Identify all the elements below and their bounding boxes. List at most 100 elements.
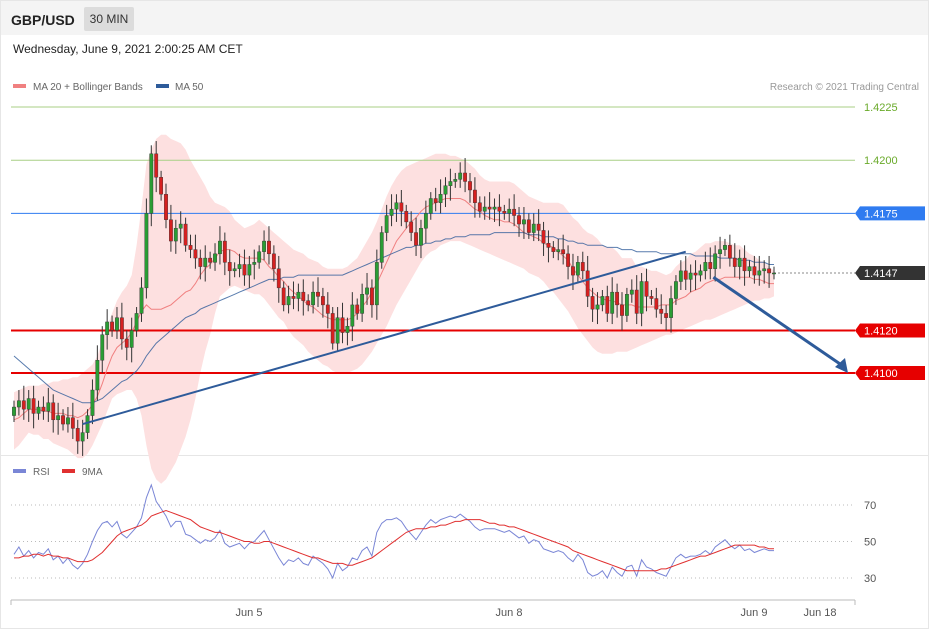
candle-body	[674, 281, 678, 299]
bollinger-band-fill	[14, 134, 774, 484]
candle-body	[301, 291, 306, 301]
candle-body	[257, 251, 262, 263]
credit-label: Research © 2021 Trading Central	[770, 82, 919, 93]
rsi-line	[13, 483, 774, 580]
candle-body	[370, 287, 374, 306]
candle-body	[100, 334, 105, 361]
candle-body	[703, 262, 708, 272]
candle-body	[134, 313, 139, 331]
time-axis-label: Jun 18	[803, 607, 836, 619]
candle-body	[473, 189, 477, 203]
candle-body	[566, 253, 570, 267]
candle-body	[115, 317, 119, 331]
candle-body	[12, 406, 16, 416]
candle-body	[713, 253, 718, 269]
candle-body	[517, 215, 521, 225]
candle-body	[448, 181, 453, 186]
candle-body	[678, 270, 683, 282]
candle-body	[468, 181, 472, 191]
time-axis-label: Jun 9	[741, 607, 768, 619]
candle-body	[428, 198, 433, 214]
candle-body	[487, 206, 492, 210]
candle-body	[95, 360, 100, 391]
candle-body	[639, 281, 644, 314]
candle-body	[110, 321, 114, 331]
candle-body	[379, 232, 384, 263]
candle-body	[659, 308, 664, 314]
candle-body	[433, 198, 438, 203]
ma50-legend-swatch	[156, 84, 169, 88]
candle-body	[718, 249, 722, 255]
candle-body	[526, 219, 531, 233]
candle-body	[737, 257, 742, 267]
candle-body	[629, 289, 634, 295]
candle-body	[222, 240, 227, 263]
candle-body	[36, 406, 41, 414]
forecast-arrow-shaft	[712, 276, 844, 368]
candle-body	[757, 270, 762, 276]
timestamp: Wednesday, June 9, 2021 2:00:25 AM CET	[13, 42, 243, 56]
candle-body	[124, 338, 129, 348]
candle-body	[247, 264, 252, 276]
candle-body	[625, 294, 629, 316]
candle-body	[556, 249, 561, 252]
candle-body	[404, 211, 409, 223]
candle-body	[252, 262, 257, 265]
candle-body	[399, 202, 404, 212]
candle-body	[31, 398, 36, 414]
candle-body	[767, 268, 771, 274]
candle-body	[522, 219, 526, 225]
candle-body	[188, 245, 193, 250]
target-level-label: 1.4225	[864, 102, 898, 114]
rsi-ma-legend-swatch	[62, 469, 75, 473]
symbol-label: GBP/USD	[11, 12, 75, 28]
header-bar: GBP/USD 30 MIN	[1, 1, 928, 35]
candle-body	[218, 240, 222, 255]
candle-body	[75, 428, 80, 442]
candle-body	[271, 253, 276, 269]
candle-body	[169, 219, 173, 242]
candle-body	[458, 172, 463, 180]
candle-body	[360, 294, 365, 314]
rsi-ma-line	[14, 509, 774, 572]
rsi-tick-label: 70	[864, 500, 876, 512]
candle-body	[531, 223, 536, 233]
candle-body	[747, 266, 752, 272]
candle-body	[350, 304, 355, 327]
target-level-label: 1.4200	[864, 155, 898, 167]
candle-body	[551, 247, 556, 252]
ma20-legend-swatch	[13, 84, 26, 88]
candle-body	[762, 268, 767, 272]
candle-body	[512, 208, 517, 216]
candle-body	[590, 296, 595, 310]
candle-body	[291, 296, 296, 299]
time-axis-label: Jun 5	[236, 607, 263, 619]
candle-body	[654, 298, 659, 310]
support-level-label: 1.4100	[864, 368, 898, 380]
candle-body	[649, 296, 654, 299]
candle-body	[61, 415, 65, 425]
candle-body	[477, 202, 482, 212]
candle-body	[732, 257, 737, 267]
candle-body	[419, 228, 423, 246]
interval-button[interactable]: 30 MIN	[84, 7, 134, 31]
rsi-panel: 30 50 70	[11, 483, 876, 585]
candle-body	[615, 291, 619, 306]
current-level-tag	[855, 265, 925, 280]
candle-body	[620, 304, 624, 316]
candle-body	[193, 249, 198, 259]
rsi-legend-label: RSI	[33, 467, 50, 478]
candle-body	[183, 223, 188, 246]
candle-body	[742, 257, 747, 272]
price-panel: 1.4225 1.4200 1.4175 1.4147 1.4120 1.4100	[11, 102, 925, 484]
candle-body	[595, 304, 600, 310]
candle-body	[752, 266, 757, 276]
candle-body	[571, 266, 575, 276]
candle-body	[267, 240, 271, 255]
candle-body	[21, 400, 26, 410]
candle-body	[693, 272, 698, 276]
candle-body	[154, 153, 159, 178]
candle-body	[605, 296, 610, 314]
candle-body	[262, 240, 266, 252]
support-trendline	[82, 250, 687, 426]
